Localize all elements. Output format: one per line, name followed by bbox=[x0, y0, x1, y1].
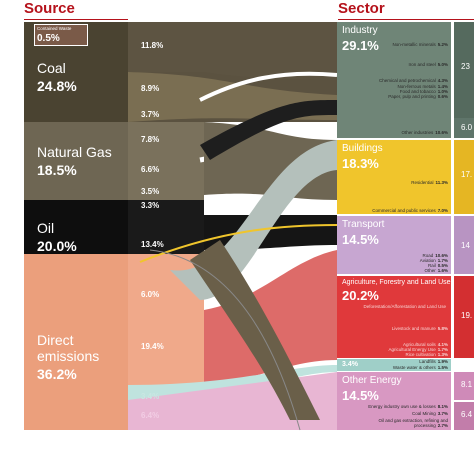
sector-item: Non-ferrous metals 1.4% bbox=[397, 84, 448, 89]
source-gas-pct: 18.5% bbox=[37, 162, 77, 178]
sector-item: Waste water & others 1.5% bbox=[392, 365, 448, 370]
flow-label: 3.4% bbox=[141, 392, 160, 401]
source-header: Source bbox=[24, 0, 75, 17]
source-direct-pct: 36.2% bbox=[37, 366, 77, 382]
sector-item: Agricultural Energy Use 1.7% bbox=[388, 347, 448, 352]
sector-header: Sector bbox=[338, 0, 385, 17]
sector-item: Non-metallic minerals 5.2% bbox=[392, 42, 448, 47]
source-contained-waste: Contained Waste 0.5% bbox=[34, 24, 88, 46]
right-column-block: 6.0 bbox=[454, 118, 474, 138]
sector-industry-pct: 29.1% bbox=[342, 38, 379, 53]
right-column-block: 19. bbox=[454, 276, 474, 358]
source-oil: Oil 20.0% bbox=[24, 200, 128, 254]
sector-agriculture-name: Agriculture, Forestry and Land Use bbox=[342, 279, 451, 286]
sector-item: Commercial and public services 7.0% bbox=[372, 208, 448, 213]
direct-agri-ribbon bbox=[204, 250, 337, 385]
flow-label: 6.6% bbox=[141, 165, 160, 174]
sector-waste-pct: 3.4% bbox=[342, 361, 358, 368]
flow-label: 11.8% bbox=[141, 41, 164, 50]
sector-buildings-pct: 18.3% bbox=[342, 156, 379, 171]
sector-item: Iron and steel 5.0% bbox=[408, 62, 448, 67]
source-header-rule bbox=[24, 19, 128, 20]
sector-buildings: Buildings 18.3% Residential 11.3% Commerc… bbox=[337, 140, 451, 214]
source-coal-pct: 24.8% bbox=[37, 78, 77, 94]
oil-flow-block bbox=[128, 200, 204, 254]
gas-flow-block bbox=[128, 122, 204, 200]
flow-label: 6.0% bbox=[141, 290, 160, 299]
right-column-block: 23 bbox=[454, 22, 474, 118]
source-gas-name: Natural Gas bbox=[37, 144, 112, 160]
flow-label: 8.9% bbox=[141, 84, 160, 93]
coal-industry-ribbon bbox=[128, 22, 337, 80]
sector-item: Oil and gas extraction, refining and pro… bbox=[378, 418, 448, 428]
sector-item: Coal Mining 3.7% bbox=[411, 411, 448, 416]
source-oil-name: Oil bbox=[37, 220, 55, 236]
sector-agriculture-pct: 20.2% bbox=[342, 288, 379, 303]
sector-other-energy: Other Energy 14.5% Energy industry own u… bbox=[337, 372, 451, 430]
right-column-block: 8.1 bbox=[454, 372, 474, 400]
flow-label: 13.4% bbox=[141, 240, 164, 249]
sector-item: Energy industry own use & losses 8.1% bbox=[368, 404, 448, 409]
flow-label: 3.5% bbox=[141, 187, 160, 196]
sector-item: Chemical and petrochemical 4.3% bbox=[378, 78, 448, 83]
sector-item: Deforestation/Afforestation and Land Use bbox=[363, 304, 446, 309]
source-contained-waste-name: Contained Waste bbox=[37, 26, 72, 31]
right-column-block: 6.4 bbox=[454, 402, 474, 430]
crossing-ribbon-dark bbox=[200, 100, 337, 160]
sector-item: Other 1.6% bbox=[424, 268, 448, 273]
source-direct-name: Direct emissions bbox=[37, 332, 100, 364]
sector-industry: Industry 29.1% Non-metallic minerals 5.2%… bbox=[337, 22, 451, 138]
source-contained-waste-pct: 0.5% bbox=[37, 33, 60, 44]
sector-transport: Transport 14.5% Road 10.6% Aviation 1.7% R… bbox=[337, 216, 451, 274]
flow-label: 6.4% bbox=[141, 411, 160, 420]
sector-item: Food and tobacco 1.0% bbox=[399, 89, 448, 94]
thin-curve bbox=[149, 249, 301, 431]
sector-agriculture: Agriculture, Forestry and Land Use 20.2%… bbox=[337, 276, 451, 358]
flow-label: 19.4% bbox=[141, 342, 164, 351]
sector-buildings-name: Buildings bbox=[342, 143, 383, 154]
source-direct-emissions: Direct emissions 36.2% bbox=[24, 254, 128, 430]
sector-item: Other industries 10.6% bbox=[401, 130, 448, 135]
flow-label: 3.3% bbox=[141, 201, 160, 210]
right-column-block: 14 bbox=[454, 216, 474, 274]
crossing-ribbon-brown bbox=[190, 240, 320, 420]
sector-other-energy-name: Other Energy bbox=[342, 375, 402, 386]
sector-item: Rail 0.5% bbox=[427, 263, 448, 268]
sector-item: Rice cultivation 1.3% bbox=[405, 352, 448, 357]
sector-item: Aviation 1.7% bbox=[419, 258, 448, 263]
sector-item: Residential 11.3% bbox=[411, 180, 448, 185]
sector-other-energy-pct: 14.5% bbox=[342, 388, 379, 403]
gas-to-buildings-thin bbox=[139, 224, 338, 263]
flow-label: 7.8% bbox=[141, 135, 160, 144]
flow-label: 3.7% bbox=[141, 110, 160, 119]
sector-waste: 3.4% Landfills 1.9% Waste water & others 1… bbox=[337, 359, 451, 371]
sector-item: Livestock and manure 5.8% bbox=[391, 326, 448, 331]
source-natural-gas: Natural Gas 18.5% bbox=[24, 122, 128, 200]
sector-transport-name: Transport bbox=[342, 219, 385, 230]
flow-gap-line bbox=[199, 71, 338, 102]
right-column-block: 17. bbox=[454, 140, 474, 214]
sector-item: Paper, pulp and printing 0.6% bbox=[388, 94, 448, 99]
sector-item: Road 10.6% bbox=[422, 253, 448, 258]
sector-item: Landfills 1.9% bbox=[419, 359, 448, 364]
sector-transport-pct: 14.5% bbox=[342, 232, 379, 247]
sector-industry-name: Industry bbox=[342, 25, 378, 36]
source-oil-pct: 20.0% bbox=[37, 238, 77, 254]
sector-header-rule bbox=[338, 19, 474, 20]
source-coal-name: Coal bbox=[37, 60, 66, 76]
sector-item: Agricultural soils 4.1% bbox=[402, 342, 448, 347]
source-coal: Contained Waste 0.5% Coal 24.8% bbox=[24, 22, 128, 122]
